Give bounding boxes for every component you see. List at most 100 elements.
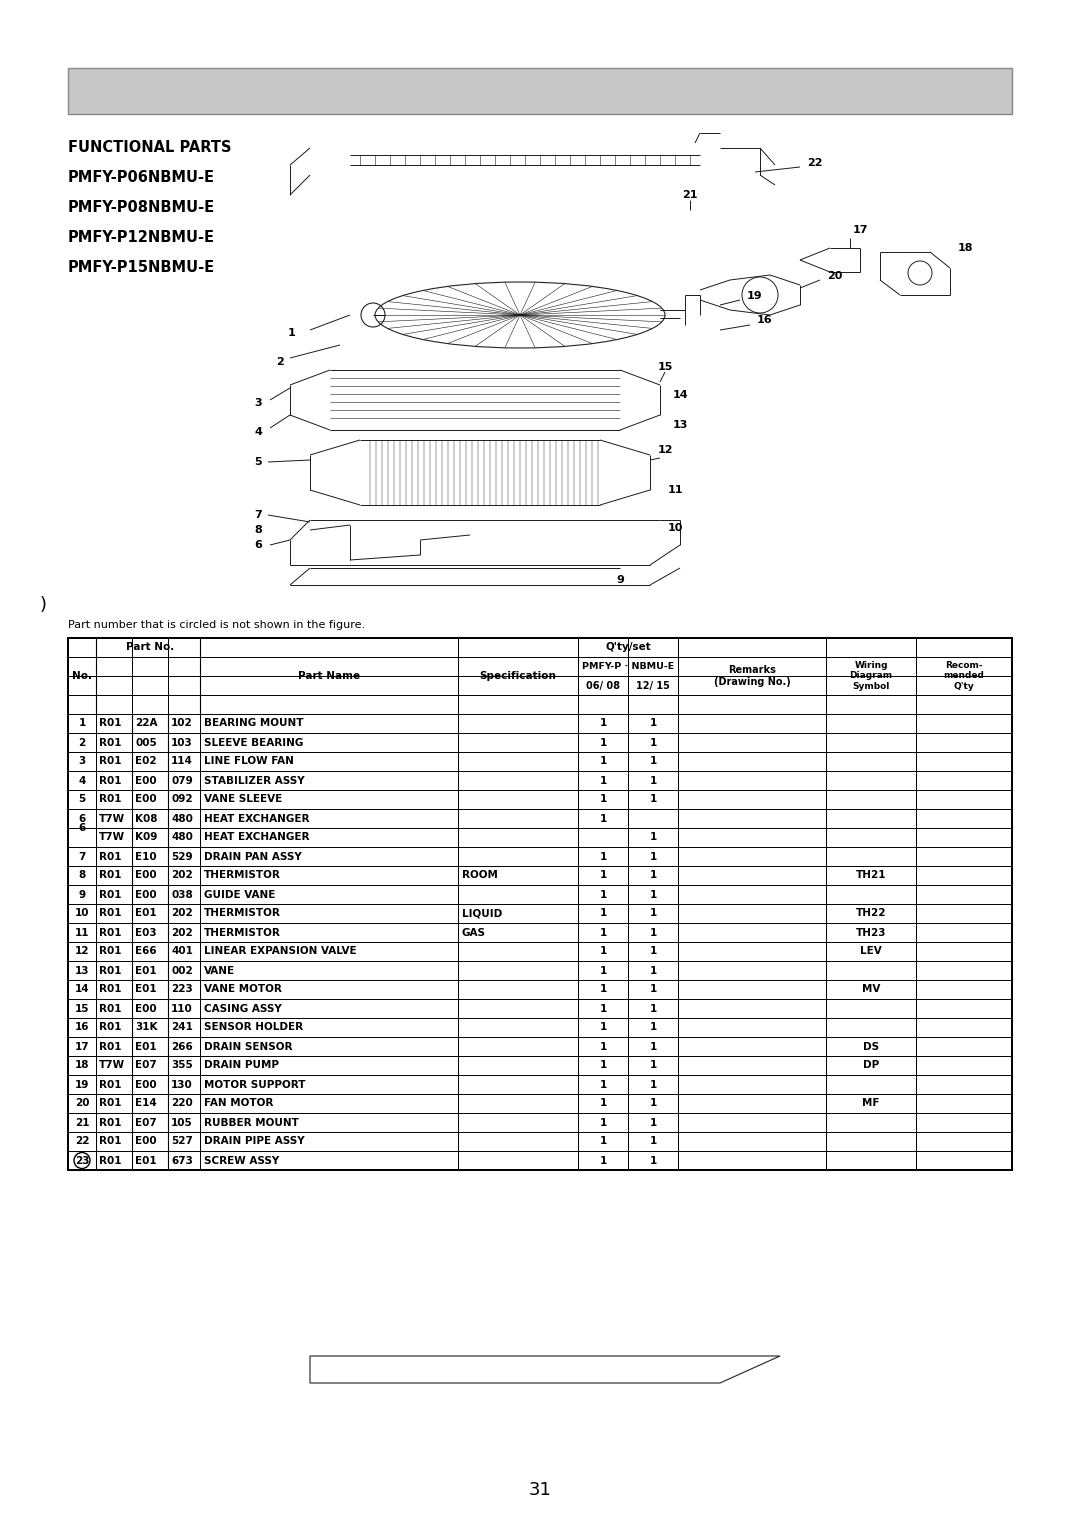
Text: R01: R01	[99, 928, 121, 937]
Text: DS: DS	[863, 1041, 879, 1052]
Text: PMFY-P15NBMU-E: PMFY-P15NBMU-E	[68, 260, 215, 276]
Text: 266: 266	[171, 1041, 192, 1052]
Bar	[68, 827, 95, 828]
Text: 1: 1	[599, 756, 607, 767]
Text: 1: 1	[599, 1041, 607, 1052]
Text: LEV: LEV	[860, 946, 882, 957]
Text: 1: 1	[79, 718, 85, 729]
Text: DRAIN PIPE ASSY: DRAIN PIPE ASSY	[204, 1136, 305, 1147]
Text: 9: 9	[79, 890, 85, 900]
Text: 1: 1	[649, 738, 657, 747]
Text: 223: 223	[171, 984, 192, 995]
Text: R01: R01	[99, 718, 121, 729]
Text: 15: 15	[658, 361, 673, 372]
Text: R01: R01	[99, 1099, 121, 1108]
Text: 1: 1	[649, 1003, 657, 1014]
Text: 18: 18	[75, 1061, 90, 1070]
Text: R01: R01	[99, 1023, 121, 1032]
Text: R01: R01	[99, 738, 121, 747]
Text: 16: 16	[757, 315, 773, 325]
Text: E01: E01	[135, 984, 157, 995]
Text: 12/ 15: 12/ 15	[636, 680, 670, 690]
Text: 1: 1	[599, 776, 607, 785]
Text: LINEAR EXPANSION VALVE: LINEAR EXPANSION VALVE	[204, 946, 356, 957]
Text: E66: E66	[135, 946, 157, 957]
Text: E14: E14	[135, 1099, 157, 1108]
Text: 1: 1	[649, 776, 657, 785]
Text: R01: R01	[99, 946, 121, 957]
Text: VANE SLEEVE: VANE SLEEVE	[204, 795, 282, 804]
Text: Q'ty/set: Q'ty/set	[605, 643, 651, 652]
Text: THERMISTOR: THERMISTOR	[204, 928, 281, 937]
Text: 1: 1	[599, 1079, 607, 1090]
Text: E07: E07	[135, 1061, 157, 1070]
Text: Part number that is circled is not shown in the figure.: Part number that is circled is not shown…	[68, 620, 365, 629]
Text: 1: 1	[599, 890, 607, 900]
Text: 14: 14	[75, 984, 90, 995]
Text: 5: 5	[79, 795, 85, 804]
Text: R01: R01	[99, 984, 121, 995]
Text: 002: 002	[171, 966, 192, 975]
Text: 202: 202	[171, 871, 192, 880]
Text: 480: 480	[171, 813, 193, 824]
Text: 1: 1	[649, 1099, 657, 1108]
Text: 4: 4	[79, 776, 85, 785]
Text: 12: 12	[658, 446, 673, 455]
Text: 529: 529	[171, 851, 192, 862]
Text: 2: 2	[276, 357, 284, 367]
Text: T7W: T7W	[99, 1061, 125, 1070]
Text: 110: 110	[171, 1003, 192, 1014]
Text: 1: 1	[649, 871, 657, 880]
Text: R01: R01	[99, 908, 121, 919]
Text: DRAIN PAN ASSY: DRAIN PAN ASSY	[204, 851, 301, 862]
Text: VANE MOTOR: VANE MOTOR	[204, 984, 282, 995]
Text: 1: 1	[649, 795, 657, 804]
Text: R01: R01	[99, 756, 121, 767]
Text: 1: 1	[599, 1099, 607, 1108]
Text: 1: 1	[599, 1023, 607, 1032]
Bar	[96, 638, 200, 713]
Text: E10: E10	[135, 851, 157, 862]
Text: 038: 038	[171, 890, 192, 900]
Text: 480: 480	[171, 833, 193, 842]
Text: 22: 22	[75, 1136, 90, 1147]
Text: THERMISTOR: THERMISTOR	[204, 871, 281, 880]
Text: 130: 130	[171, 1079, 192, 1090]
Text: R01: R01	[99, 1041, 121, 1052]
Text: MF: MF	[862, 1099, 880, 1108]
Text: MV: MV	[862, 984, 880, 995]
Text: 1: 1	[649, 1023, 657, 1032]
Text: 10: 10	[667, 524, 683, 533]
Text: Part No.: Part No.	[126, 643, 174, 652]
Text: 1: 1	[599, 795, 607, 804]
Text: SCREW ASSY: SCREW ASSY	[204, 1156, 280, 1165]
Text: Part Name: Part Name	[298, 671, 360, 681]
Text: 241: 241	[171, 1023, 193, 1032]
Text: TH21: TH21	[855, 871, 887, 880]
Text: R01: R01	[99, 1136, 121, 1147]
Text: 12: 12	[75, 946, 90, 957]
Text: 16: 16	[75, 1023, 90, 1032]
Bar	[68, 67, 1012, 113]
Text: 1: 1	[599, 984, 607, 995]
Text: 14: 14	[672, 390, 688, 400]
Text: 1: 1	[649, 946, 657, 957]
Text: 1: 1	[649, 1041, 657, 1052]
Text: 2: 2	[79, 738, 85, 747]
Text: 17: 17	[75, 1041, 90, 1052]
Text: CASING ASSY: CASING ASSY	[204, 1003, 282, 1014]
Text: 1: 1	[599, 928, 607, 937]
Text: E00: E00	[135, 795, 157, 804]
Text: 1: 1	[649, 718, 657, 729]
Text: R01: R01	[99, 871, 121, 880]
Text: PMFY-P · NBMU-E: PMFY-P · NBMU-E	[582, 661, 674, 671]
Text: Wiring
Diagram
Symbol: Wiring Diagram Symbol	[850, 661, 892, 690]
Text: DRAIN SENSOR: DRAIN SENSOR	[204, 1041, 293, 1052]
Text: FUNCTIONAL PARTS: FUNCTIONAL PARTS	[68, 139, 231, 155]
Text: GUIDE VANE: GUIDE VANE	[204, 890, 275, 900]
Text: 1: 1	[649, 966, 657, 975]
Text: LINE FLOW FAN: LINE FLOW FAN	[204, 756, 294, 767]
Text: 220: 220	[171, 1099, 192, 1108]
Text: 1: 1	[599, 851, 607, 862]
Text: K09: K09	[135, 833, 158, 842]
